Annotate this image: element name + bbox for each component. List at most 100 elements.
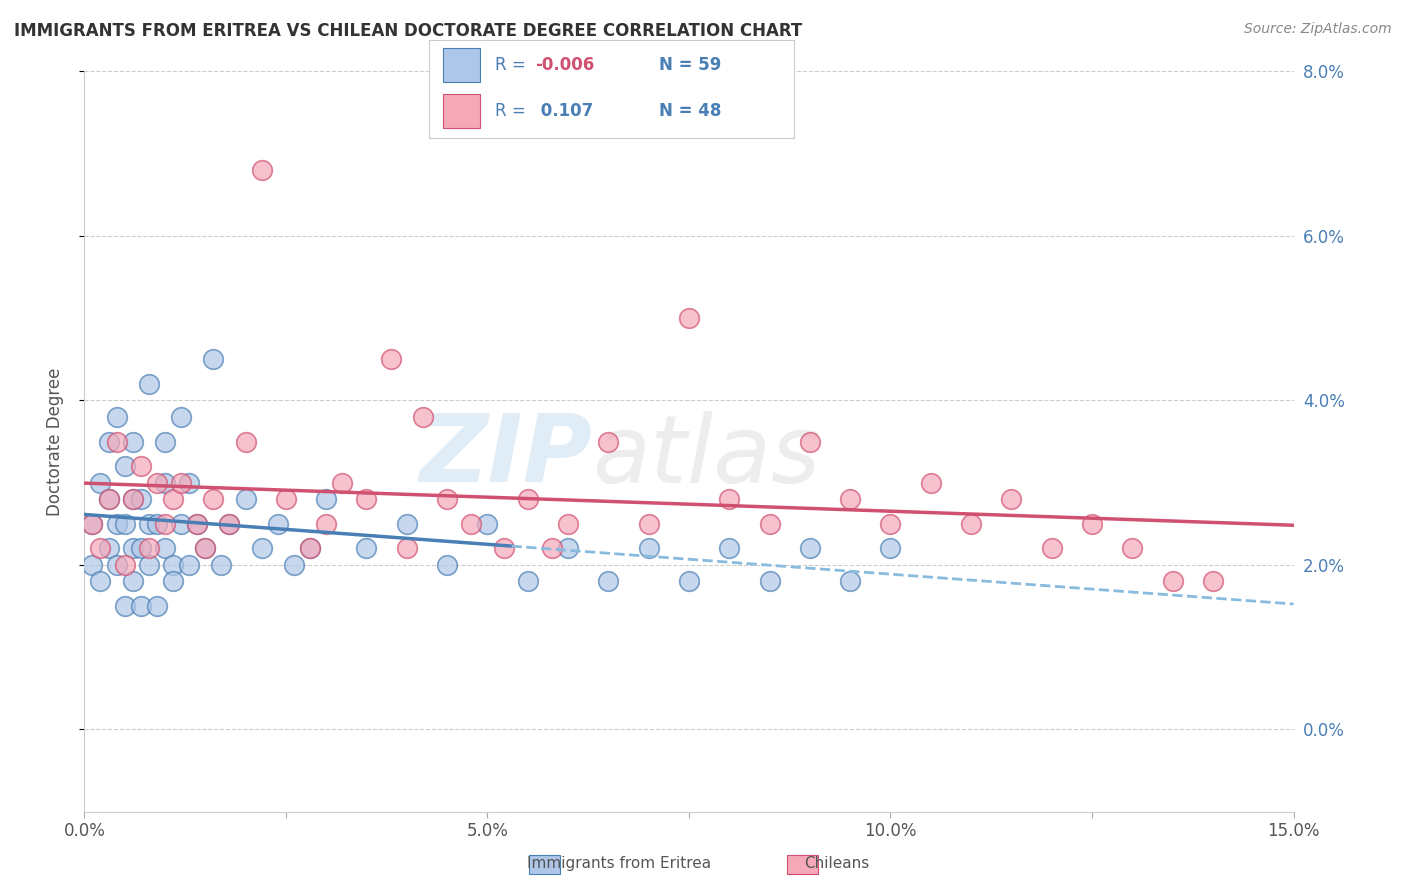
Point (218, 516, 240, 531)
Point (541, 541, 564, 556)
Point (235, 434, 257, 449)
Point (114, 459, 136, 474)
Point (799, 541, 821, 556)
Point (436, 558, 458, 572)
Point (89, 541, 111, 556)
Point (146, 516, 169, 531)
Point (209, 558, 232, 572)
Point (637, 516, 659, 531)
Point (105, 516, 128, 531)
Point (356, 492, 378, 507)
Text: atlas: atlas (592, 411, 821, 502)
Point (412, 409, 434, 424)
Point (138, 376, 160, 391)
Point (315, 516, 337, 531)
Text: Immigrants from Eritrea: Immigrants from Eritrea (527, 856, 710, 871)
Text: N = 59: N = 59 (659, 56, 721, 74)
Point (557, 516, 579, 531)
Point (114, 516, 136, 531)
Point (153, 516, 176, 531)
Point (839, 492, 862, 507)
Point (218, 516, 240, 531)
Point (114, 558, 136, 572)
Point (637, 541, 659, 556)
Point (129, 492, 152, 507)
Point (146, 599, 169, 613)
Point (356, 541, 378, 556)
Point (179, 558, 201, 572)
Point (267, 516, 290, 531)
Point (879, 541, 901, 556)
Point (758, 516, 780, 531)
Point (121, 574, 143, 589)
Point (97, 541, 120, 556)
Point (395, 516, 418, 531)
Point (250, 163, 273, 178)
Point (920, 475, 942, 490)
Point (114, 599, 136, 613)
Point (202, 352, 225, 367)
Point (121, 492, 143, 507)
FancyBboxPatch shape (443, 48, 479, 82)
Point (1202, 574, 1225, 589)
Point (315, 492, 337, 507)
Point (186, 516, 208, 531)
Point (89, 574, 111, 589)
Point (598, 574, 620, 589)
Text: 0.107: 0.107 (534, 103, 593, 120)
Point (460, 516, 482, 531)
Point (1161, 574, 1184, 589)
Y-axis label: Doctorate Degree: Doctorate Degree (45, 368, 63, 516)
Point (283, 558, 305, 572)
Point (194, 541, 217, 556)
Point (235, 492, 257, 507)
Text: R =: R = (495, 56, 530, 74)
Point (799, 434, 821, 449)
Text: ZIP: ZIP (419, 410, 592, 502)
Point (138, 558, 160, 572)
Point (153, 475, 176, 490)
Text: -0.006: -0.006 (534, 56, 595, 74)
Point (516, 574, 538, 589)
Point (179, 475, 201, 490)
Point (299, 541, 322, 556)
Point (138, 541, 160, 556)
Text: R =: R = (495, 103, 530, 120)
Point (170, 409, 193, 424)
Point (477, 516, 499, 531)
Point (1121, 541, 1143, 556)
Point (598, 434, 620, 449)
Point (1000, 492, 1022, 507)
Point (105, 434, 128, 449)
Point (718, 541, 741, 556)
Point (194, 541, 217, 556)
Point (250, 541, 273, 556)
FancyBboxPatch shape (443, 95, 479, 128)
Point (839, 574, 862, 589)
Point (162, 558, 184, 572)
Point (678, 574, 700, 589)
Point (202, 492, 225, 507)
Point (138, 516, 160, 531)
Point (129, 599, 152, 613)
Point (274, 492, 297, 507)
Point (105, 558, 128, 572)
Point (1081, 516, 1104, 531)
Point (129, 459, 152, 474)
Point (516, 492, 538, 507)
Point (162, 492, 184, 507)
Point (678, 311, 700, 326)
Point (153, 434, 176, 449)
Point (162, 574, 184, 589)
Point (170, 516, 193, 531)
Point (82, 516, 104, 531)
Point (146, 475, 169, 490)
Point (557, 541, 579, 556)
Point (299, 541, 322, 556)
Point (436, 492, 458, 507)
Point (879, 516, 901, 531)
Text: N = 48: N = 48 (659, 103, 721, 120)
Point (97, 492, 120, 507)
Point (153, 541, 176, 556)
Point (121, 434, 143, 449)
